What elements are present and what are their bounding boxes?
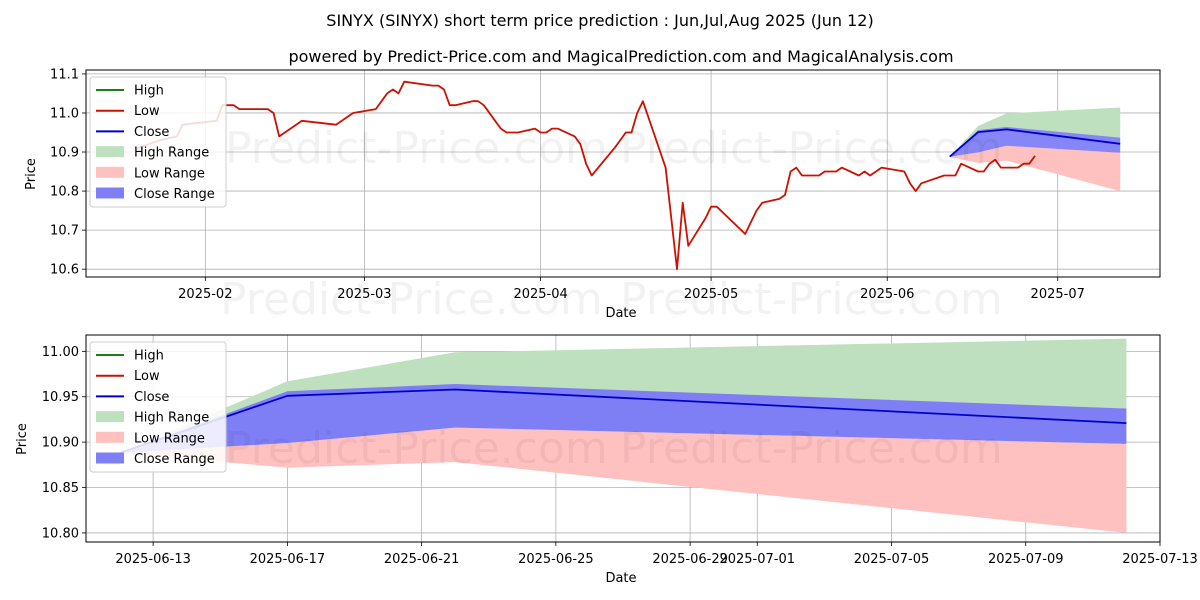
y-tick-label: 10.6 — [50, 263, 79, 278]
legend-close-label: Close — [134, 390, 169, 405]
x-tick-label: 2025-06-29 — [652, 552, 728, 567]
x-tick-label: 2025-04 — [513, 287, 567, 302]
legend-high-range-label: High Range — [134, 411, 209, 426]
watermark-bottom-right: Predict-Price.com — [620, 423, 1003, 474]
low-range-band — [949, 145, 1121, 192]
bottom-legend: High Low Close High Range Low Range Close Ran… — [89, 341, 227, 473]
x-tick-label: 2025-06-25 — [518, 552, 594, 567]
y-tick-label: 10.90 — [42, 436, 79, 451]
close-range-band — [949, 127, 1121, 157]
x-tick-label: 2025-03 — [337, 287, 391, 302]
bottom-y-axis-ticks: 10.80 10.85 10.90 10.95 11.00 — [42, 345, 86, 541]
forecast-panel: Predict-Price.com Predict-Price.com 2025… — [15, 334, 1198, 586]
x-tick-label: 2025-07-05 — [854, 552, 930, 567]
top-x-axis-label: Date — [605, 306, 636, 321]
top-forecast-ranges — [949, 107, 1121, 192]
legend-close-range-swatch — [96, 187, 124, 199]
x-tick-label: 2025-02 — [178, 287, 232, 302]
y-tick-label: 11.00 — [42, 345, 79, 360]
legend-low-range-label: Low Range — [134, 166, 205, 181]
close-range-band — [119, 384, 1127, 453]
low-range-band — [119, 427, 1127, 533]
legend-close-range-swatch — [96, 452, 124, 464]
legend-close-range-label: Close Range — [134, 452, 215, 467]
close-line — [949, 128, 1121, 158]
legend-low-label: Low — [134, 104, 160, 119]
legend-high-range-label: High Range — [134, 146, 209, 161]
x-tick-label: 2025-06-17 — [250, 552, 326, 567]
bottom-y-axis-label: Price — [15, 423, 30, 455]
legend-low-range-label: Low Range — [134, 431, 205, 446]
watermark-top-right: Predict-Price.com — [620, 123, 1003, 174]
y-tick-label: 11.1 — [50, 67, 79, 82]
watermark-top-lower-left: Predict-Price.com — [220, 274, 603, 325]
bottom-x-axis-ticks: 2025-06-13 2025-06-17 2025-06-21 2025-06-25… — [115, 542, 1198, 567]
watermark-bottom-left: Predict-Price.com — [225, 423, 608, 474]
watermark-top-lower-right: Predict-Price.com — [620, 274, 1003, 325]
x-tick-label: 2025-06-13 — [115, 552, 191, 567]
low-history-line — [136, 80, 1036, 271]
bottom-axes-frame — [85, 334, 1161, 543]
y-tick-label: 10.9 — [50, 146, 79, 161]
top-x-axis-ticks: 2025-02 2025-03 2025-04 2025-05 2025-06 2025-… — [178, 277, 1085, 302]
legend-high-range-swatch — [96, 146, 124, 158]
history-panel: Predict-Price.com Predict-Price.com Pred… — [24, 67, 1161, 325]
y-tick-label: 10.95 — [42, 390, 79, 405]
bottom-forecast-ranges — [119, 338, 1127, 533]
y-tick-label: 11.0 — [50, 106, 79, 121]
x-tick-label: 2025-07-01 — [719, 552, 795, 567]
x-tick-label: 2025-07-09 — [988, 552, 1064, 567]
high-range-band — [949, 107, 1121, 157]
legend-close-range-label: Close Range — [134, 187, 215, 202]
chart-title: SINYX (SINYX) short term price predictio… — [326, 11, 873, 30]
legend-low-range-swatch — [96, 431, 124, 443]
watermark-top-left: Predict-Price.com — [225, 123, 608, 174]
top-y-axis-label: Price — [24, 158, 39, 190]
x-tick-label: 2025-07 — [1031, 287, 1085, 302]
legend-high-range-swatch — [96, 411, 124, 423]
y-tick-label: 10.85 — [42, 481, 79, 496]
y-tick-label: 10.7 — [50, 224, 79, 239]
top-series-lines — [136, 80, 1121, 271]
x-tick-label: 2025-07-13 — [1122, 552, 1198, 567]
legend-low-range-swatch — [96, 166, 124, 178]
chart-subtitle: powered by Predict-Price.com and Magical… — [288, 47, 953, 66]
top-y-axis-ticks: 10.6 10.7 10.8 10.9 11.0 11.1 — [50, 67, 86, 278]
legend-low-label: Low — [134, 369, 160, 384]
y-tick-label: 10.8 — [50, 185, 79, 200]
x-tick-label: 2025-05 — [684, 287, 738, 302]
y-tick-label: 10.80 — [42, 526, 79, 541]
legend-close-label: Close — [134, 125, 169, 140]
top-legend: High Low Close High Range Low Range Close Ran… — [89, 76, 227, 208]
high-range-band — [119, 338, 1127, 453]
x-tick-label: 2025-06 — [860, 287, 914, 302]
x-tick-label: 2025-06-21 — [384, 552, 460, 567]
legend-high-label: High — [134, 84, 164, 99]
top-axes-frame — [85, 69, 1161, 278]
legend-high-label: High — [134, 349, 164, 364]
bottom-x-axis-label: Date — [605, 571, 636, 586]
